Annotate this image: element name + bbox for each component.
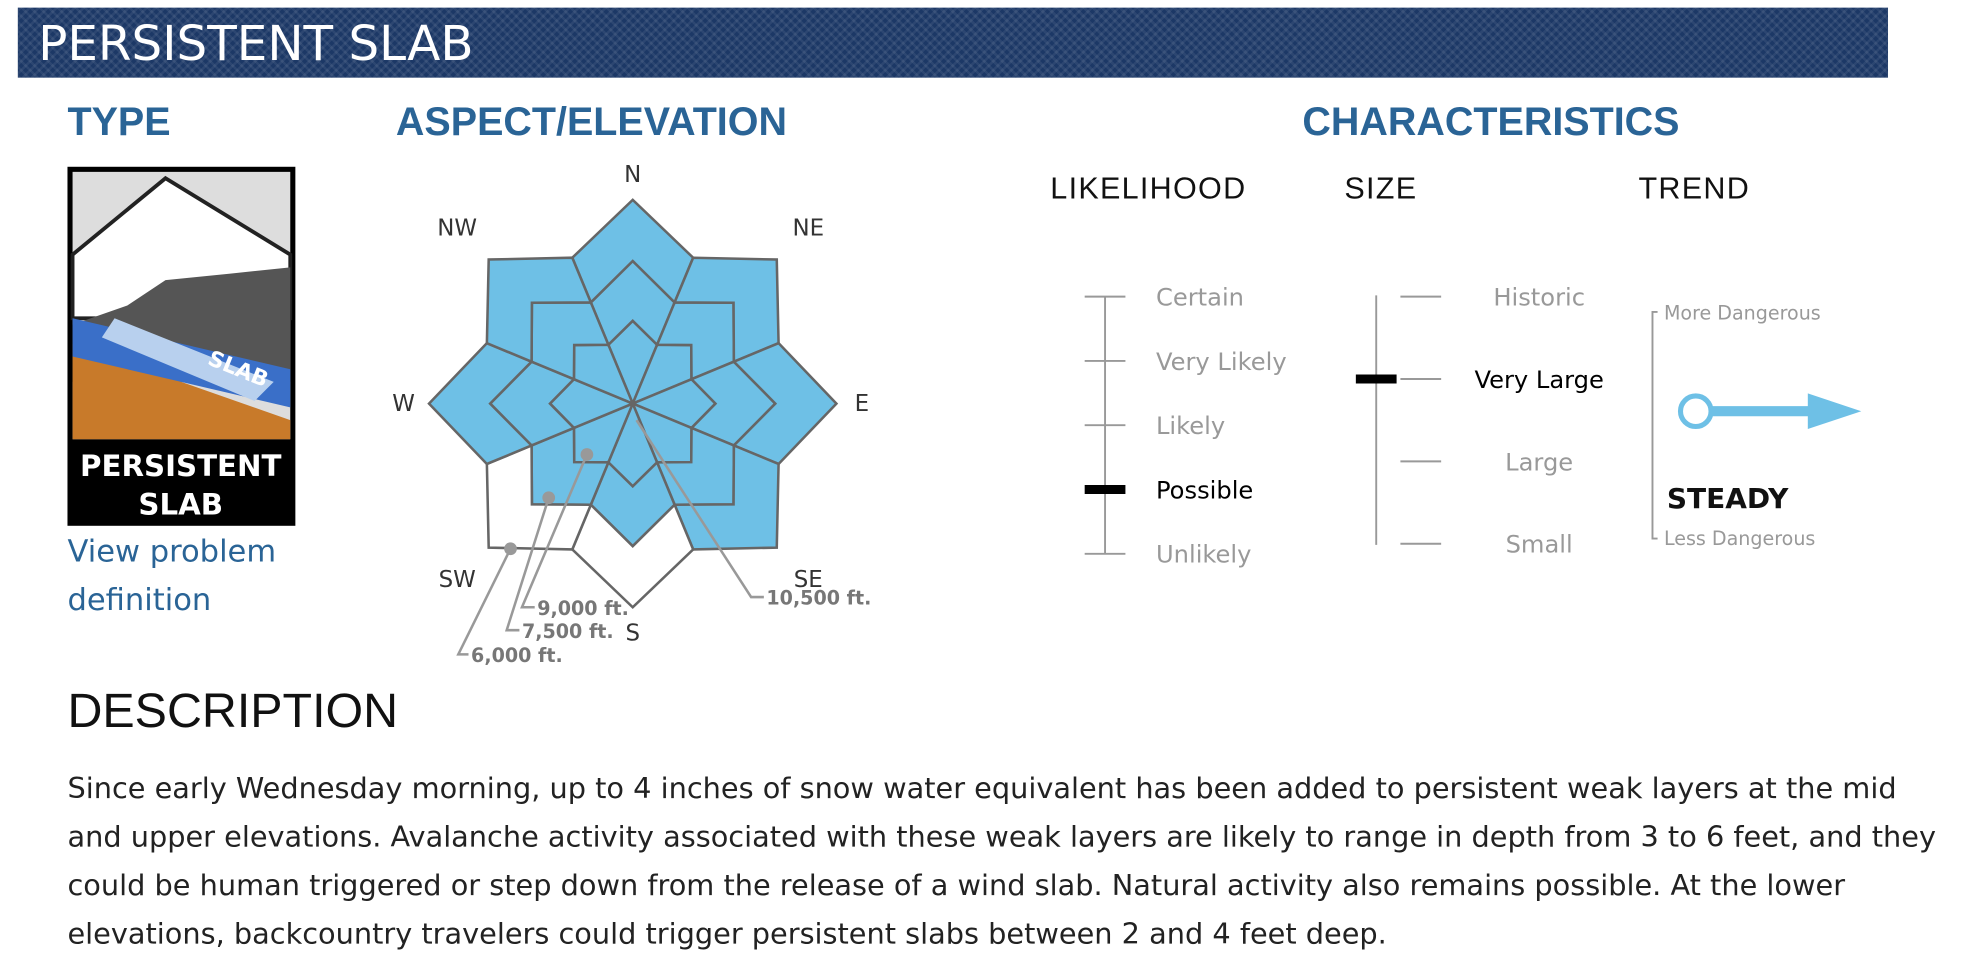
size-label: Very Large [1474,366,1603,394]
aspect-label: NW [437,216,477,242]
aspect-label: SW [439,567,476,593]
elevation-label: 6,000 ft. [471,644,563,667]
elevation-label: 10,500 ft. [766,587,871,610]
likelihood-label: Possible [1156,476,1253,504]
type-heading: TYPE [67,99,171,144]
icon-label: PERSISTENT [80,449,281,483]
size-label: Large [1505,448,1573,476]
aspect-heading: ASPECT/ELEVATION [395,99,787,144]
trend-top: More Dangerous [1664,302,1821,325]
trend-axis [1651,310,1658,540]
header-bar: PERSISTENT SLAB [17,7,1889,78]
elevation-label: 7,500 ft. [522,620,614,643]
description-text: Since early Wednesday morning, up to 4 i… [67,772,1936,952]
definition-link[interactable]: View problem definition [67,533,277,618]
likelihood-label: Certain [1156,284,1244,312]
type-icon: SLAB [67,166,296,526]
trend-heading: TREND [1638,171,1751,207]
elevation-leader [504,497,550,632]
trend-value: STEADY [1667,482,1789,515]
aspect-label: NE [792,216,824,242]
elevation-leader [635,419,764,599]
characteristics-heading: CHARACTERISTICS [1302,99,1680,144]
trend-arrow-tail [1677,393,1714,430]
aspect-label: W [392,391,415,417]
likelihood-label: Very Likely [1156,348,1287,376]
aspect-label: E [855,391,869,417]
trend-bottom: Less Dangerous [1664,527,1815,550]
aspect-sector [485,256,593,364]
size-label: Small [1506,531,1573,559]
likelihood-heading: LIKELIHOOD [1050,171,1247,207]
aspect-label: N [624,162,641,188]
elevation-leader [456,548,512,656]
size-label: Historic [1493,284,1585,312]
likelihood-label: Likely [1156,412,1225,440]
header-title: PERSISTENT SLAB [38,15,474,72]
aspect-label: SE [794,567,823,593]
elevation-leader [520,453,589,609]
aspect-label: S [625,620,640,646]
elevation-label: 9,000 ft. [537,597,629,620]
icon-label: SLAB [138,487,223,521]
likelihood-label: Unlikely [1156,541,1251,569]
elevation-dot [504,542,517,556]
size-heading: SIZE [1344,171,1418,207]
elevation-dot [580,448,594,461]
trend-arrow-head [1807,393,1862,430]
elevation-dot [542,491,556,505]
description-heading: DESCRIPTION [67,684,399,739]
